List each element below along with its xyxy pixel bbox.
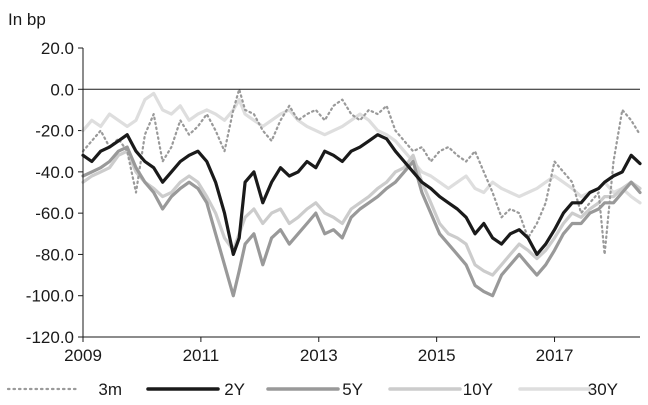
y-tick-label: 0.0: [50, 80, 74, 99]
legend-label-30y: 30Y: [588, 380, 618, 399]
legend-label-2y: 2Y: [224, 380, 245, 399]
y-tick-label: -80.0: [35, 245, 74, 264]
x-tick-label: 2017: [536, 346, 574, 365]
legend-label-3m: 3m: [98, 380, 122, 399]
y-tick-label: -120.0: [26, 328, 74, 347]
y-tick-label: -60.0: [35, 204, 74, 223]
legend-label-10y: 10Y: [463, 380, 493, 399]
y-tick-label: 20.0: [41, 39, 74, 58]
series-line-10y: [81, 149, 642, 277]
y-unit-label: In bp: [8, 10, 46, 29]
series-line-3m: [81, 88, 642, 256]
series-line-2y: [81, 133, 642, 256]
axes-lines: [82, 48, 640, 338]
x-tick-label: 2009: [64, 346, 102, 365]
x-axis: 2009 2011 2013 2015 2017: [64, 337, 573, 365]
series-line-30y: [81, 91, 642, 205]
y-tick-label: -100.0: [26, 287, 74, 306]
legend-label-5y: 5Y: [342, 380, 363, 399]
y-tick-label: -20.0: [35, 122, 74, 141]
y-tick-label: -40.0: [35, 163, 74, 182]
x-tick-label: 2015: [418, 346, 456, 365]
series-line-5y: [81, 145, 642, 298]
y-axis: 20.0 0.0 -20.0 -40.0 -60.0 -80.0 -100.0 -120.0: [26, 39, 83, 347]
x-tick-label: 2013: [300, 346, 338, 365]
legend: 3m 2Y 5Y 10Y 30Y: [6, 380, 618, 399]
series-layer: [81, 88, 642, 298]
x-tick-label: 2011: [183, 346, 220, 365]
